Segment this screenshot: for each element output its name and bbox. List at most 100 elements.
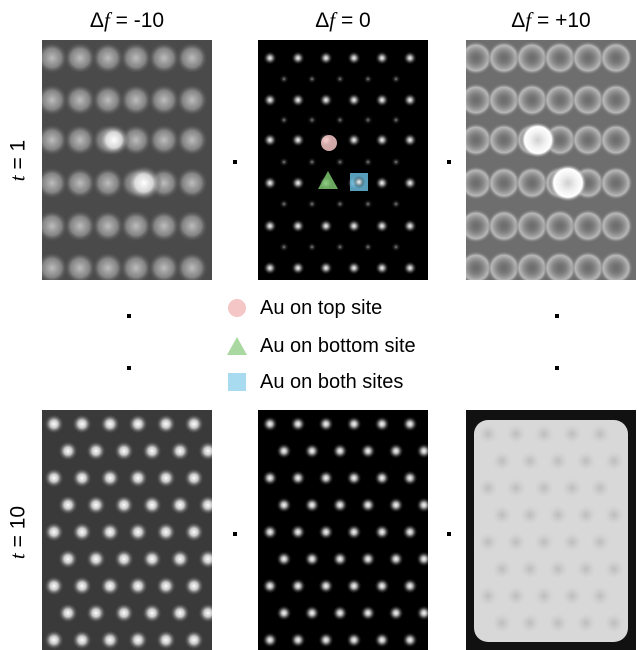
lattice-spot: [402, 632, 418, 648]
ring-spot: [571, 83, 605, 117]
lattice-spot: [346, 524, 362, 540]
diffuse-spot: [477, 423, 499, 445]
lattice-spot: [363, 157, 373, 167]
lattice-spot: [304, 551, 320, 567]
lattice-spot: [402, 578, 418, 594]
lattice-spot: [307, 199, 317, 209]
lattice-spot: [64, 84, 96, 116]
lattice-spot: [388, 605, 404, 621]
lattice-spot: [92, 252, 124, 280]
lattice-spot: [335, 242, 345, 252]
lattice-spot: [114, 549, 134, 569]
lattice-spot: [58, 495, 78, 515]
lattice-spot: [416, 443, 428, 459]
ring-spot: [543, 83, 577, 117]
lattice-spot: [64, 210, 96, 242]
lattice-spot: [148, 124, 180, 156]
lattice-spot: [58, 603, 78, 623]
lattice-spot: [360, 497, 376, 513]
lattice-spot: [290, 524, 306, 540]
lattice-spot: [307, 74, 317, 84]
bright-spot: [126, 165, 162, 201]
lattice-spot: [263, 93, 277, 107]
lattice-spot: [347, 51, 361, 65]
lattice-spot: [391, 74, 401, 84]
lattice-spot: [290, 416, 306, 432]
diffuse-spot: [575, 504, 597, 526]
ring-spot: [571, 209, 605, 243]
lattice-spot: [184, 468, 204, 488]
lattice-spot: [64, 124, 96, 156]
lattice-spot: [262, 416, 278, 432]
diffuse-spot: [519, 612, 541, 634]
lattice-spot: [347, 219, 361, 233]
lattice-spot: [360, 551, 376, 567]
lattice-spot: [319, 219, 333, 233]
lattice-spot: [156, 630, 176, 650]
lattice-spot: [100, 468, 120, 488]
ring-spot: [599, 166, 633, 200]
lattice-spot: [319, 261, 333, 275]
lattice-spot: [290, 470, 306, 486]
lattice-spot: [114, 441, 134, 461]
lattice-spot: [332, 551, 348, 567]
lattice-spot: [346, 416, 362, 432]
lattice-spot: [176, 42, 208, 74]
ring-spot: [571, 123, 605, 157]
ring-spot: [543, 251, 577, 280]
lattice-spot: [335, 199, 345, 209]
diffuse-spot: [575, 450, 597, 472]
lattice-spot: [92, 42, 124, 74]
lattice-spot: [120, 210, 152, 242]
ring-spot: [543, 209, 577, 243]
ring-spot: [466, 209, 493, 243]
lattice-spot: [335, 115, 345, 125]
ellipsis-dot: [233, 160, 237, 164]
lattice-spot: [263, 176, 277, 190]
top-site-marker: [321, 135, 337, 151]
lattice-spot: [403, 261, 417, 275]
lattice-spot: [100, 522, 120, 542]
lattice-spot: [156, 468, 176, 488]
lattice-spot: [176, 167, 208, 199]
lattice-spot: [375, 133, 389, 147]
lattice-spot: [262, 578, 278, 594]
diffuse-spot: [589, 423, 611, 445]
lattice-spot: [86, 441, 106, 461]
lattice-spot: [148, 210, 180, 242]
diffuse-spot: [491, 612, 513, 634]
lattice-spot: [347, 261, 361, 275]
ring-spot: [599, 123, 633, 157]
ring-spot: [487, 41, 521, 75]
column-header-dfm10: Δf = -10: [89, 8, 165, 32]
lattice-spot: [403, 133, 417, 147]
lattice-spot: [128, 576, 148, 596]
lattice-spot: [72, 522, 92, 542]
triangle-icon: [226, 335, 248, 357]
diffuse-spot: [533, 585, 555, 607]
lattice-spot: [276, 605, 292, 621]
diffuse-spot: [519, 450, 541, 472]
diffuse-spot: [505, 585, 527, 607]
lattice-spot: [346, 470, 362, 486]
diffuse-spot: [477, 585, 499, 607]
lattice-spot: [263, 133, 277, 147]
diffuse-spot: [603, 612, 625, 634]
lattice-spot: [307, 242, 317, 252]
lattice-spot: [86, 603, 106, 623]
lattice-spot: [403, 176, 417, 190]
lattice-spot: [120, 84, 152, 116]
diffuse-spot: [533, 423, 555, 445]
lattice-spot: [148, 252, 180, 280]
ring-spot: [515, 209, 549, 243]
lattice-spot: [58, 549, 78, 569]
ring-spot: [515, 251, 549, 280]
lattice-spot: [100, 414, 120, 434]
lattice-spot: [307, 157, 317, 167]
diffuse-spot: [589, 477, 611, 499]
diffuse-spot: [533, 531, 555, 553]
lattice-spot: [42, 124, 68, 156]
ellipsis-dot: [447, 160, 451, 164]
lattice-spot: [279, 115, 289, 125]
lattice-spot: [120, 42, 152, 74]
